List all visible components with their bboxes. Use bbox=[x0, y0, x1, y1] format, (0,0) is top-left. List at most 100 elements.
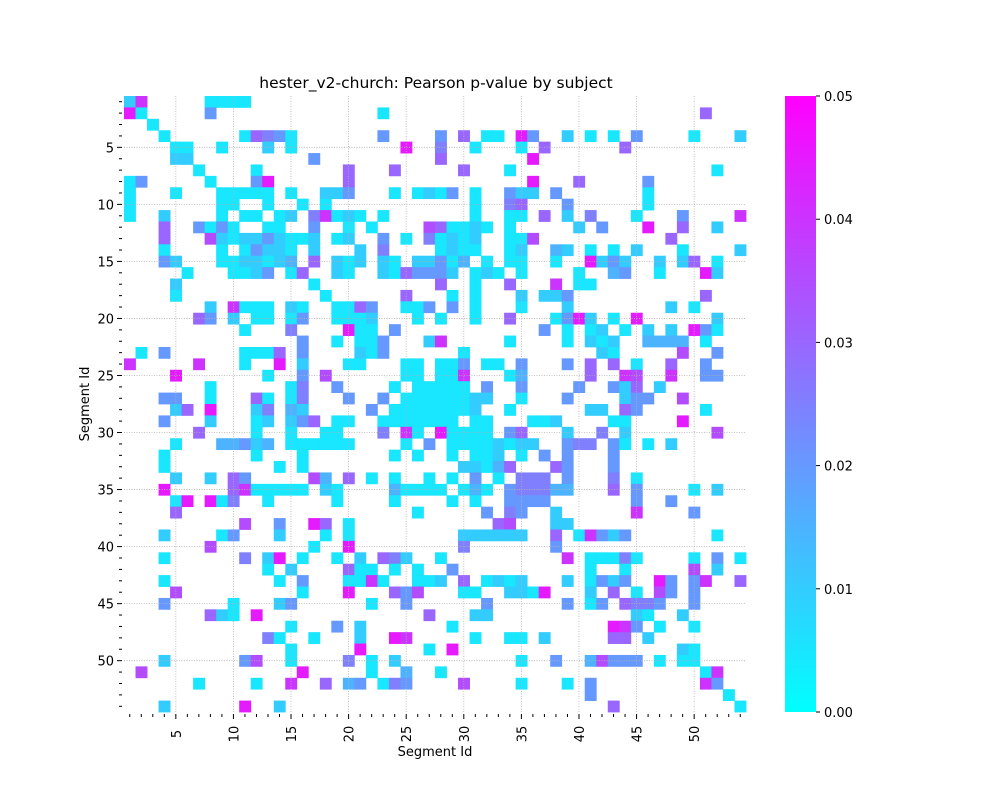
heatmap-cell bbox=[630, 381, 643, 393]
heatmap-cell bbox=[561, 244, 574, 257]
heatmap-cell bbox=[423, 609, 436, 622]
heatmap-cell bbox=[423, 187, 436, 200]
heatmap-cell bbox=[377, 346, 390, 359]
heatmap-cell bbox=[296, 449, 309, 462]
heatmap-cell bbox=[446, 267, 459, 279]
y-tick-label: 10 bbox=[97, 198, 114, 213]
heatmap-cell bbox=[630, 506, 643, 519]
heatmap-cell bbox=[216, 221, 229, 234]
heatmap-cell bbox=[607, 130, 620, 143]
heatmap-cell bbox=[481, 609, 493, 622]
heatmap-cell bbox=[469, 609, 482, 622]
heatmap-cell bbox=[446, 358, 459, 371]
heatmap-cell bbox=[619, 632, 632, 644]
heatmap-cell bbox=[308, 415, 321, 428]
heatmap-cell bbox=[446, 392, 459, 405]
heatmap-cell bbox=[446, 301, 459, 314]
heatmap-cell bbox=[331, 335, 344, 348]
colorbar-tick-label: 0.02 bbox=[824, 460, 853, 475]
heatmap-cell bbox=[688, 563, 701, 576]
heatmap-cell bbox=[607, 620, 620, 633]
heatmap-cell bbox=[458, 392, 470, 405]
heatmap-cell bbox=[435, 267, 447, 279]
heatmap-cell bbox=[504, 232, 517, 245]
heatmap-cell bbox=[158, 552, 171, 565]
heatmap-cell bbox=[377, 677, 390, 690]
heatmap-cell bbox=[642, 335, 655, 348]
heatmap-cell bbox=[411, 575, 424, 587]
heatmap-cell bbox=[273, 700, 286, 713]
heatmap-cell bbox=[642, 175, 655, 188]
heatmap-cell bbox=[377, 415, 390, 428]
heatmap-cell bbox=[469, 449, 482, 462]
heatmap-cell bbox=[458, 164, 470, 177]
heatmap-cell bbox=[446, 289, 459, 302]
heatmap-cell bbox=[550, 506, 563, 519]
heatmap-cell bbox=[607, 438, 620, 451]
heatmap-cell bbox=[216, 438, 229, 451]
heatmap-cell bbox=[446, 438, 459, 451]
heatmap-cell bbox=[550, 461, 563, 473]
heatmap-cell bbox=[734, 244, 747, 257]
x-tick-label: 45 bbox=[631, 726, 646, 743]
heatmap-cell bbox=[319, 187, 332, 200]
heatmap-cell bbox=[285, 654, 298, 667]
heatmap-cell bbox=[124, 107, 136, 120]
heatmap-cell bbox=[296, 586, 309, 599]
heatmap-cell bbox=[388, 404, 401, 416]
heatmap-cell bbox=[665, 232, 678, 245]
heatmap-cell bbox=[124, 175, 136, 188]
heatmap-cell bbox=[688, 301, 701, 314]
x-axis-label: Segment Id bbox=[398, 745, 473, 760]
heatmap-cell bbox=[538, 586, 551, 599]
heatmap-cell bbox=[342, 221, 355, 234]
heatmap-cell bbox=[124, 96, 136, 108]
heatmap-cell bbox=[285, 141, 298, 154]
heatmap-cell bbox=[273, 552, 286, 565]
heatmap-cell bbox=[331, 381, 344, 393]
heatmap-cell bbox=[423, 232, 436, 245]
heatmap-cell bbox=[204, 221, 217, 234]
heatmap-cell bbox=[596, 221, 609, 234]
heatmap-cell bbox=[204, 404, 217, 416]
heatmap-cell bbox=[308, 153, 321, 165]
heatmap-cell bbox=[550, 187, 563, 200]
heatmap-cell bbox=[699, 575, 712, 587]
heatmap-cell bbox=[550, 278, 563, 291]
heatmap-cell bbox=[319, 369, 332, 382]
heatmap-cell bbox=[435, 153, 447, 165]
heatmap-cell bbox=[377, 575, 390, 587]
heatmap-cell bbox=[607, 312, 620, 325]
heatmap-cell bbox=[665, 495, 678, 508]
heatmap-cell bbox=[584, 654, 597, 667]
heatmap-cell bbox=[458, 529, 470, 542]
heatmap-cell bbox=[239, 552, 252, 565]
heatmap-cell bbox=[653, 620, 666, 633]
heatmap-cell bbox=[423, 415, 436, 428]
heatmap-cell bbox=[504, 221, 517, 234]
heatmap-cell bbox=[411, 358, 424, 371]
heatmap-cell bbox=[722, 689, 735, 701]
heatmap-cell bbox=[319, 518, 332, 530]
heatmap-cell bbox=[481, 506, 493, 519]
heatmap-cell bbox=[227, 187, 240, 200]
heatmap-cell bbox=[147, 118, 159, 131]
heatmap-cell bbox=[250, 301, 263, 314]
x-tick-label: 35 bbox=[515, 726, 530, 743]
heatmap-cell bbox=[676, 415, 689, 428]
heatmap-cell bbox=[481, 438, 493, 451]
heatmap-cell bbox=[216, 244, 229, 257]
heatmap-cell bbox=[296, 369, 309, 382]
heatmap-cell bbox=[515, 632, 528, 644]
heatmap-cell bbox=[204, 415, 217, 428]
heatmap-cell bbox=[469, 586, 482, 599]
heatmap-cell bbox=[527, 175, 540, 188]
heatmap-cell bbox=[492, 267, 505, 279]
heatmap-cell bbox=[515, 392, 528, 405]
heatmap-cell bbox=[550, 529, 563, 542]
heatmap-cell bbox=[469, 415, 482, 428]
heatmap-cell bbox=[124, 210, 136, 222]
heatmap-cell bbox=[250, 438, 263, 451]
heatmap-cell bbox=[273, 529, 286, 542]
heatmap-cell bbox=[239, 324, 252, 336]
